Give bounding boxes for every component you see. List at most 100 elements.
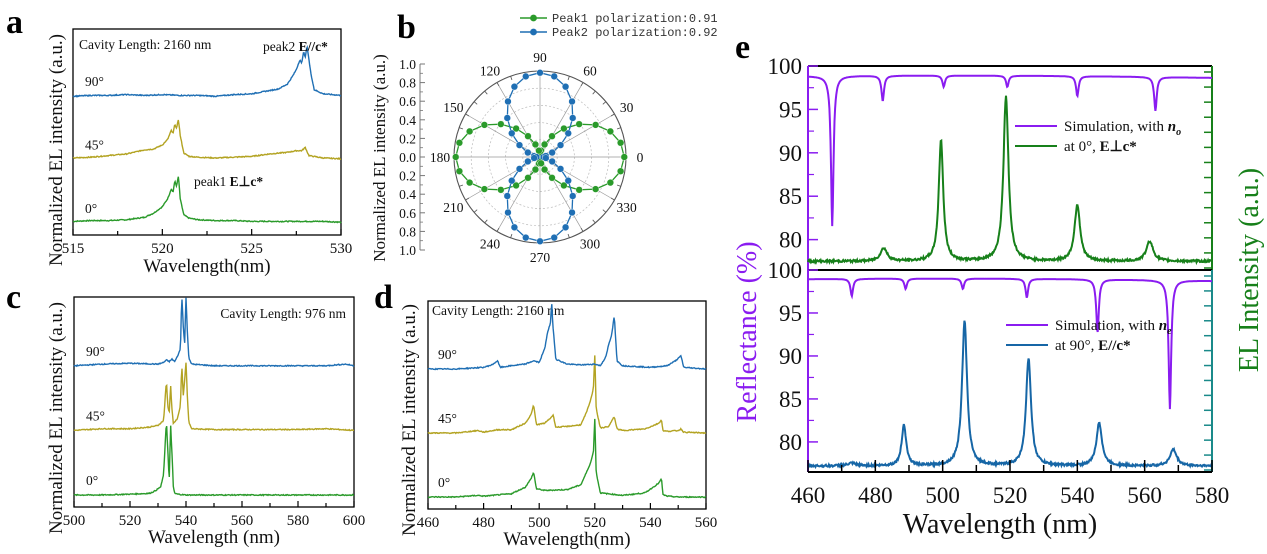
x-tick-label: 520 (151, 241, 174, 257)
series-label-d-0: 0° (438, 475, 450, 490)
peak2-label: peak2 E//c* (263, 39, 328, 54)
polar-point-0 (537, 159, 545, 167)
polar-minor-tick (602, 101, 607, 105)
series-line-d-1 (427, 355, 707, 435)
polar-point-0 (540, 165, 549, 174)
radial-tick-label: 0.6 (399, 94, 416, 109)
polar-point-0 (531, 140, 540, 149)
panel-letter-b: b (397, 9, 416, 46)
series-label-d-2: 90° (438, 347, 457, 362)
left-tick-label-e: 90 (779, 344, 802, 369)
peak1-label: peak1 E⊥c* (194, 174, 263, 189)
polar-point-0 (452, 153, 460, 161)
polar-point-1 (503, 192, 511, 200)
polar-point-1 (536, 69, 544, 77)
polar-point-0 (480, 121, 488, 129)
polar-minor-tick (580, 227, 584, 232)
panel-letter-a: a (6, 4, 23, 41)
panel-letter-d: d (374, 279, 393, 316)
polar-minor-tick (473, 101, 478, 105)
polar-point-0 (466, 127, 474, 135)
polar-point-0 (512, 124, 520, 133)
angle-tick-label: 180 (430, 150, 451, 165)
polar-minor-tick (484, 90, 488, 95)
angle-tick-label: 240 (480, 237, 501, 252)
angle-tick-label: 270 (530, 250, 551, 265)
x-tick-label-e: 480 (858, 483, 893, 508)
x-tick-label-e: 500 (925, 483, 960, 508)
radial-tick-label: 0.4 (399, 113, 416, 128)
polar-minor-tick (510, 233, 513, 238)
x-axis-title-c: Wavelength (nm) (148, 527, 280, 548)
series-group-d: 0° 45° 90° (427, 304, 707, 499)
series-line-e-0-0 (808, 74, 1212, 227)
legend-swatch-marker (530, 28, 537, 36)
polar-point-0 (466, 179, 474, 187)
left-tick-label-e: 85 (779, 184, 802, 209)
polar-point-1 (515, 165, 524, 173)
angle-tick-label: 30 (620, 100, 634, 115)
x-tick-label: 500 (528, 515, 551, 531)
polar-point-1 (503, 114, 511, 122)
polar-point-0 (548, 174, 556, 182)
polar-point-0 (606, 179, 614, 187)
series-label-a-1: 45° (85, 138, 104, 153)
series-line-e-1-1 (807, 320, 1213, 470)
x-axis-title-a: Wavelength(nm) (143, 256, 270, 277)
polar-minor-tick (616, 184, 621, 187)
polar-minor-tick (465, 197, 470, 201)
polar-minor-tick (496, 227, 500, 232)
polar-point-0 (575, 186, 583, 194)
x-tick-label-e: 540 (1060, 483, 1095, 508)
x-tick-label: 560 (231, 513, 254, 529)
x-tick-label-e: 580 (1195, 483, 1230, 508)
polar-minor-tick (592, 219, 596, 224)
panel-c: c Cavity Length: 976 nm 0°45°90° 500 520 5… (6, 279, 365, 548)
radial-tick-label: 0.8 (399, 76, 416, 91)
polar-point-1 (510, 83, 519, 91)
radial-tick-label: 0.0 (399, 150, 416, 165)
polar-point-0 (560, 181, 568, 190)
x-tick-label: 540 (639, 515, 662, 531)
series-label-c-2: 90° (86, 344, 105, 359)
x-tick-label: 480 (472, 515, 495, 531)
series-label-c-0: 0° (86, 473, 98, 488)
polar-point-0 (575, 120, 583, 128)
polar-point-1 (561, 223, 570, 231)
polar-point-0 (512, 181, 520, 190)
polar-minor-tick (459, 127, 464, 130)
series-label-a-0: 0° (85, 201, 97, 216)
y-axis-title-left-e: Reflectance (%) (732, 241, 763, 422)
panel-d: d Cavity Length: 2160 nm 0° 45° 90° 460 480… (374, 279, 717, 550)
series-line-a-0 (72, 176, 342, 224)
polar-point-1 (556, 165, 565, 173)
polar-point-0 (592, 121, 600, 129)
x-tick-label: 530 (330, 241, 353, 257)
polar-point-0 (480, 185, 488, 193)
panel-letter-e: e (735, 29, 750, 66)
polar-point-1 (569, 192, 577, 200)
x-tick-label: 580 (287, 513, 310, 529)
angle-tick-label: 90 (533, 50, 547, 65)
radial-tick-label: 1.0 (399, 57, 416, 72)
polar-minor-tick (465, 113, 470, 117)
x-tick-label-e: 560 (1127, 483, 1162, 508)
polar-point-1 (524, 148, 532, 157)
x-tick-label: 600 (343, 513, 366, 529)
polar-point-1 (536, 237, 544, 245)
polar-point-0 (560, 124, 568, 133)
polar-point-0 (524, 174, 532, 182)
polar-minor-tick (610, 197, 615, 201)
polar-minor-tick (610, 113, 615, 117)
annotation-c: Cavity Length: 976 nm (220, 306, 346, 321)
annotation-d: Cavity Length: 2160 nm (432, 303, 565, 318)
y-axis-title-d: Normalized EL intensity (a.u.) (399, 304, 420, 536)
radial-tick-label: 1.0 (399, 243, 416, 258)
series-line-d-0 (428, 418, 707, 499)
polar-point-1 (504, 97, 512, 106)
polar-point-1 (522, 72, 530, 80)
series-group-c: 0° 45° 90° (73, 297, 355, 497)
series-label-c-1: 45° (86, 408, 105, 423)
legend-label-e: at 90°, E//c* (1055, 338, 1131, 354)
